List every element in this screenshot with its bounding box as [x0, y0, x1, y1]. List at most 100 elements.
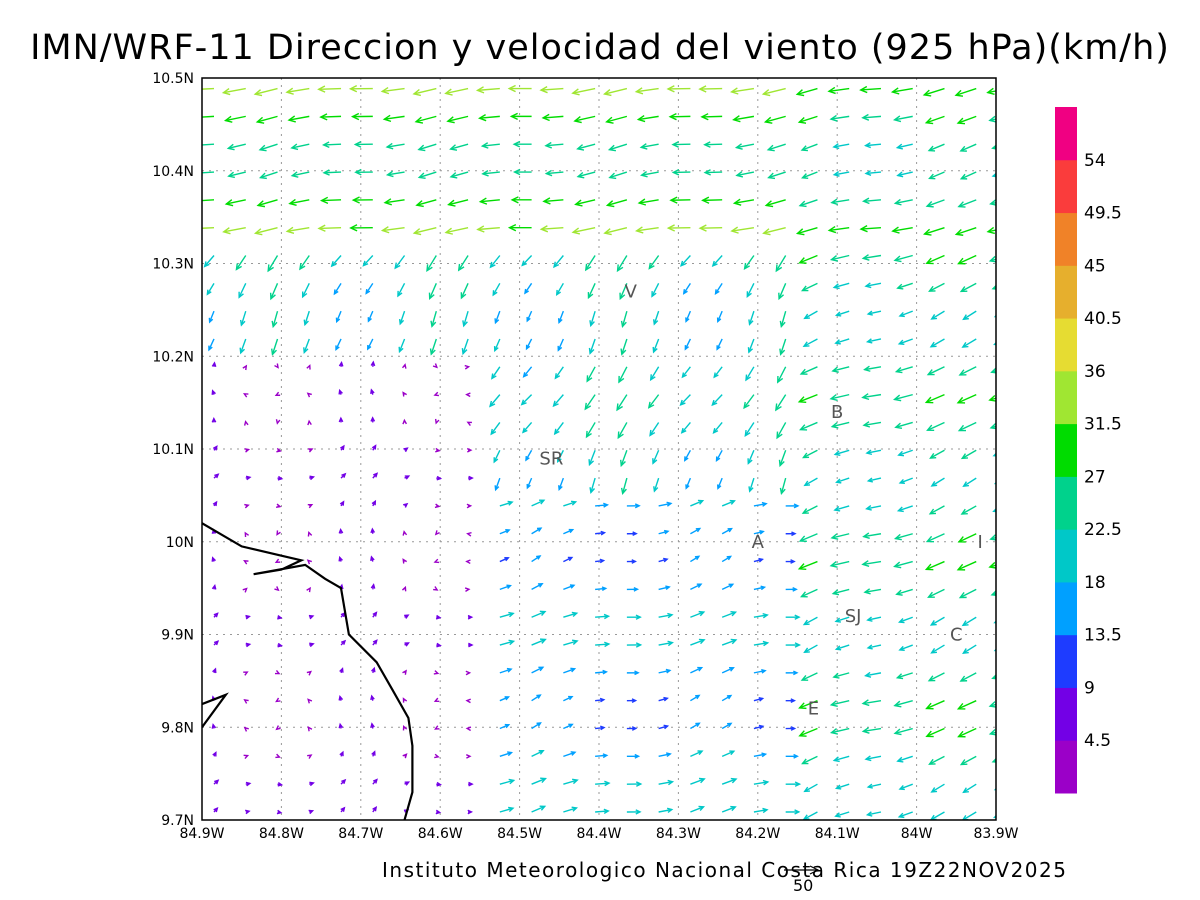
wind-arrow-head [589, 320, 595, 328]
wind-arrow-head [222, 227, 231, 235]
wind-arrow [371, 444, 377, 451]
wind-arrow-shaft [753, 614, 768, 618]
wind-arrow-head [861, 699, 870, 707]
wind-arrow-head [730, 87, 739, 95]
wind-arrow-head [713, 372, 719, 379]
wind-arrow [930, 811, 945, 820]
wind-arrow [245, 642, 252, 648]
wind-arrow [435, 809, 442, 815]
wind-arrow-shaft [931, 644, 945, 654]
wind-arrow-shaft [775, 255, 787, 272]
wind-arrow-head [745, 374, 751, 382]
wind-arrow-head [803, 480, 811, 487]
wind-arrow [717, 477, 723, 490]
footer-credit: Instituto Meteorologico Nacional Costa R… [382, 858, 1068, 882]
wind-arrow-shaft [499, 779, 514, 785]
wind-arrow-head [367, 345, 372, 351]
wind-arrow [563, 611, 579, 618]
wind-arrow [743, 394, 755, 410]
wind-arrow-shaft [462, 338, 469, 354]
wind-arrow-head [371, 750, 376, 756]
wind-arrow [382, 114, 405, 123]
wind-arrow-head [747, 347, 754, 354]
wind-arrow [447, 199, 469, 207]
wind-arrow-head [647, 401, 655, 409]
wind-arrow-shaft [543, 115, 564, 119]
wind-arrow-head [402, 558, 408, 564]
wind-arrow-head [510, 196, 519, 204]
wind-arrow-shaft [833, 143, 850, 148]
wind-arrow [785, 753, 799, 759]
wind-arrow [274, 670, 281, 675]
wind-arrow-head [927, 591, 935, 598]
colorbar-segment [1055, 107, 1077, 161]
wind-arrow-shaft [572, 87, 596, 94]
wind-arrow-shaft [641, 171, 659, 176]
wind-arrow-shaft [318, 226, 342, 230]
wind-arrow-head [243, 699, 249, 704]
wind-arrow [925, 199, 945, 208]
wind-arrow [834, 616, 850, 623]
wind-arrow-shaft [863, 533, 882, 538]
wind-arrow-shaft [302, 283, 310, 298]
wind-arrow [531, 527, 543, 535]
wind-arrow-shaft [763, 226, 786, 234]
wind-arrow [224, 199, 246, 207]
wind-arrow-shaft [225, 115, 246, 122]
wind-arrow-shaft [959, 588, 977, 599]
wind-arrow-head [633, 586, 640, 592]
wind-arrow [475, 86, 500, 94]
wind-arrow [605, 199, 628, 208]
wind-arrow-head [299, 263, 306, 271]
wind-arrow-head [274, 363, 279, 369]
wind-arrow [309, 475, 316, 481]
wind-arrow-head [635, 781, 643, 787]
wind-arrow [988, 115, 996, 123]
wind-arrow-head [957, 730, 966, 738]
wind-arrow [402, 697, 408, 703]
wind-arrow [417, 171, 437, 180]
wind-arrow-head [290, 143, 299, 151]
wind-arrow-head [239, 319, 246, 327]
wind-arrow-head [208, 317, 214, 324]
wind-arrow [925, 254, 945, 265]
wind-arrow-head [430, 320, 437, 328]
wind-arrow-head [631, 698, 638, 704]
wind-arrow [779, 310, 787, 329]
wind-arrow [803, 310, 818, 320]
wind-arrow-head [275, 697, 281, 703]
wind-arrow-shaft [331, 255, 342, 267]
wind-arrow-head [862, 421, 871, 428]
wind-arrow-shaft [721, 528, 732, 535]
wind-arrow [893, 533, 913, 541]
wind-arrow-head [467, 614, 474, 620]
wind-arrow [859, 225, 882, 233]
wind-arrow [778, 450, 787, 468]
wind-arrow-shaft [526, 310, 533, 322]
wind-arrow [213, 640, 220, 646]
wind-arrow-shaft [554, 422, 564, 435]
wind-arrow [834, 811, 850, 818]
wind-arrow [926, 366, 945, 376]
wind-arrow-shaft [833, 588, 850, 595]
wind-arrow-head [466, 447, 473, 453]
wind-arrow-shaft [956, 227, 977, 236]
wind-arrow [682, 282, 691, 295]
wind-arrow-head [557, 318, 563, 324]
wind-arrow-head [308, 448, 314, 453]
wind-arrow-shaft [494, 338, 501, 351]
wind-arrow [433, 391, 439, 397]
wind-arrow-head [891, 226, 900, 234]
wind-arrow-head [211, 584, 217, 590]
wind-arrow-shaft [681, 422, 691, 434]
wind-arrow-shaft [926, 560, 945, 570]
wind-arrow [531, 610, 547, 618]
wind-arrow-shaft [690, 583, 702, 591]
wind-arrow-shaft [680, 394, 691, 406]
wind-arrow-head [898, 785, 905, 791]
wind-arrow [929, 616, 945, 626]
wind-arrow-head [322, 169, 330, 176]
wind-arrow-head [653, 486, 659, 493]
wind-arrow-head [925, 200, 934, 208]
